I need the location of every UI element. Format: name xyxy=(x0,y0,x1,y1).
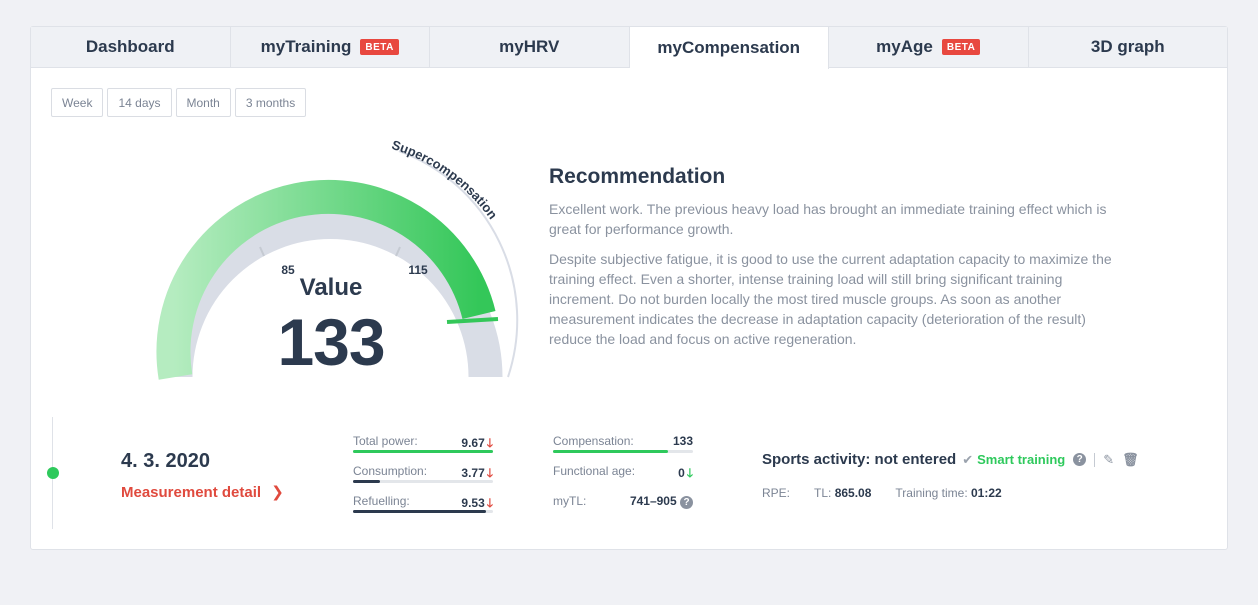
tab-bar: Dashboard myTraining BETA myHRV myCompens… xyxy=(31,27,1228,69)
tab-dashboard[interactable]: Dashboard xyxy=(31,27,231,67)
metric-label: Compensation: xyxy=(553,434,634,448)
tab-myhrv[interactable]: myHRV xyxy=(430,27,630,67)
check-icon: ✔ xyxy=(962,451,974,467)
metric-value-text: 741–905 xyxy=(629,494,677,508)
metric-label: myTL: xyxy=(553,494,587,508)
metric-label: Functional age: xyxy=(553,464,636,478)
beta-badge: BETA xyxy=(360,39,399,55)
metric-consumption: Consumption: 3.77 🡓 xyxy=(353,462,493,492)
metric-value-text: 9.67 xyxy=(461,436,485,450)
gauge-svg: 85 115 Supercompensation xyxy=(156,137,519,380)
smart-training-label: Smart training xyxy=(977,452,1066,467)
gauge-fill xyxy=(156,179,496,380)
metric-bar xyxy=(553,450,693,453)
gauge-value: 133 xyxy=(277,305,385,379)
metrics-left: Total power: 9.67 🡓 Consumption: 3.77 🡓 Re… xyxy=(353,432,493,522)
metric-value: 133 xyxy=(672,434,693,448)
metric-bar-fill xyxy=(353,480,380,483)
period-month-button[interactable]: Month xyxy=(175,88,231,117)
tab-3d-graph[interactable]: 3D graph xyxy=(1029,27,1228,67)
metric-bar-fill xyxy=(353,510,486,513)
metric-bar-fill xyxy=(353,450,493,453)
metric-value-text: 3.77 xyxy=(461,466,485,480)
help-icon[interactable]: ? xyxy=(1073,453,1087,466)
metric-label: Consumption: xyxy=(353,464,428,478)
sports-activity: Sports activity: not entered ✔ Smart tra… xyxy=(762,451,1139,468)
metric-functional-age: Functional age: 0 🡓 xyxy=(553,462,693,492)
training-time-label: Training time: xyxy=(895,486,968,500)
tab-mytraining[interactable]: myTraining BETA xyxy=(231,27,430,67)
tab-label: Dashboard xyxy=(85,37,175,56)
recommendation-paragraph: Despite subjective fatigue, it is good t… xyxy=(549,251,1112,347)
metric-label: Refuelling: xyxy=(353,494,410,508)
metric-total-power: Total power: 9.67 🡓 xyxy=(353,432,493,462)
period-selector: Week 14 days Month 3 months xyxy=(51,88,307,117)
tab-label: myHRV xyxy=(499,37,560,56)
delete-trash-icon[interactable]: 🗑 xyxy=(1122,451,1139,467)
help-icon[interactable]: ? xyxy=(680,496,693,509)
beta-badge: BETA xyxy=(941,39,981,55)
compensation-gauge: 85 115 Supercompensation Value 133 xyxy=(141,132,521,380)
recommendation-paragraph: Excellent work. The previous heavy load … xyxy=(549,201,1107,237)
gauge-tick-115 xyxy=(395,246,401,257)
training-time-value: 01:22 xyxy=(971,486,1002,500)
rpe-label: RPE: xyxy=(762,486,791,500)
metric-mytl: myTL: 741–905 ? xyxy=(553,492,693,522)
tab-label: myCompensation xyxy=(657,38,801,57)
metric-value-text: 0 xyxy=(678,466,685,480)
arrow-down-icon: 🡓 xyxy=(686,466,693,480)
metric-value: 741–905 ? xyxy=(630,494,693,509)
gauge-tick-label-high: 115 xyxy=(408,263,428,277)
metric-value-text: 9.53 xyxy=(461,496,485,510)
metric-bar-fill xyxy=(553,450,668,453)
tab-label: myTraining xyxy=(260,37,352,56)
gauge-tick-85 xyxy=(259,246,265,257)
metric-value: 9.53 🡓 xyxy=(461,494,493,515)
metric-bar xyxy=(353,450,493,453)
recommendation-title: Recommendation xyxy=(549,165,726,188)
tl-label: TL: xyxy=(814,486,832,500)
gauge-outer-ring xyxy=(398,150,519,378)
rpe-stat: RPE: xyxy=(762,486,790,500)
training-time-stat: Training time: 01:22 xyxy=(895,486,1001,500)
measurement-detail-link[interactable]: Measurement detail ❯ xyxy=(121,483,284,501)
tl-value: 865.08 xyxy=(834,486,872,500)
period-3-months-button[interactable]: 3 months xyxy=(234,88,307,117)
edit-pencil-icon[interactable]: ✎ xyxy=(1103,451,1115,467)
chevron-right-icon: ❯ xyxy=(271,484,284,501)
period-14-days-button[interactable]: 14 days xyxy=(107,88,172,117)
tl-stat: TL: 865.08 xyxy=(814,486,871,500)
metric-compensation: Compensation: 133 xyxy=(553,432,693,462)
measurement-detail-label: Measurement detail xyxy=(121,484,262,501)
metric-value: 0 🡓 xyxy=(678,464,693,485)
sports-activity-label: Sports activity: not entered xyxy=(762,451,957,468)
gauge-needle xyxy=(446,317,499,324)
gauge-tick-label-low: 85 xyxy=(281,263,295,277)
tab-mycompensation[interactable]: myCompensation xyxy=(629,27,829,69)
period-week-button[interactable]: Week xyxy=(51,88,104,117)
arrow-down-icon: 🡓 xyxy=(486,466,493,480)
separator xyxy=(1094,452,1096,467)
training-stats: RPE: TL: 865.08 Training time: 01:22 xyxy=(762,486,1002,500)
timeline-dot xyxy=(47,467,59,479)
tab-myage[interactable]: myAge BETA xyxy=(829,27,1029,67)
tab-label: 3D graph xyxy=(1090,37,1165,56)
recommendation-panel: Recommendation Excellent work. The previ… xyxy=(549,165,1119,359)
tab-label: myAge xyxy=(876,37,933,56)
arrow-down-icon: 🡓 xyxy=(486,436,493,450)
metric-refuelling: Refuelling: 9.53 🡓 xyxy=(353,492,493,522)
metric-value: 9.67 🡓 xyxy=(461,434,493,455)
metric-label: Total power: xyxy=(353,434,418,448)
metric-bar xyxy=(353,510,493,513)
metrics-right: Compensation: 133 Functional age: 0 🡓 myT… xyxy=(553,432,693,522)
gauge-value-label: Value xyxy=(299,274,363,301)
measurement-date: 4. 3. 2020 xyxy=(121,450,210,472)
metric-value: 3.77 🡓 xyxy=(461,464,493,485)
arrow-down-icon: 🡓 xyxy=(486,496,493,510)
compensation-card: Dashboard myTraining BETA myHRV myCompens… xyxy=(30,26,1228,550)
metric-bar xyxy=(353,480,493,483)
